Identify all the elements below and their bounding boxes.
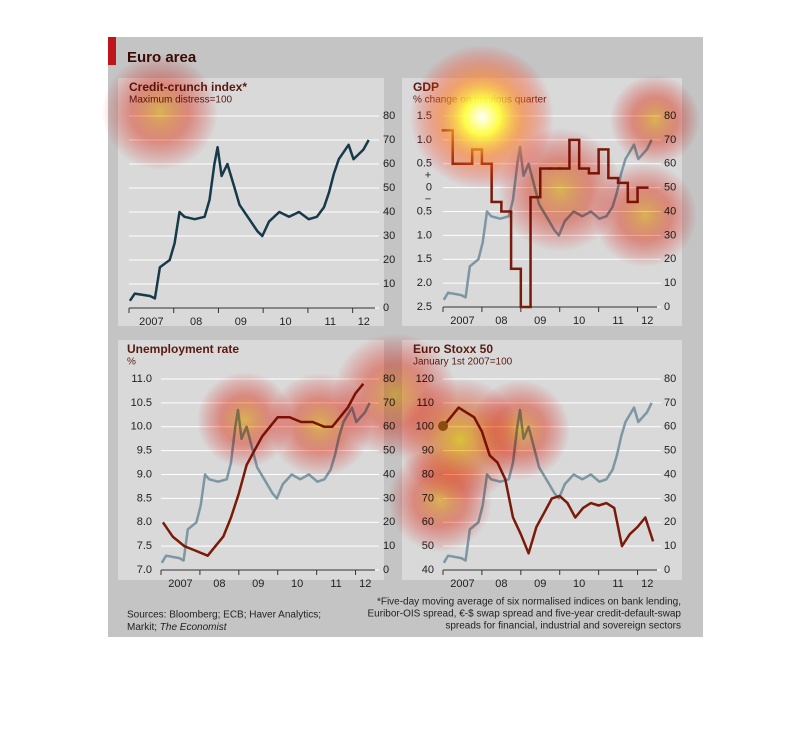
- x-tick-label: 11: [330, 578, 341, 590]
- y2-tick-label: 10: [383, 540, 395, 552]
- y2-tick-label: 70: [664, 397, 676, 409]
- y2-tick-label: 40: [664, 468, 676, 480]
- y2-tick-label: 50: [664, 445, 676, 457]
- x-tick-label: 09: [534, 315, 546, 327]
- line: [128, 139, 370, 302]
- y-tick-label: 80: [383, 110, 395, 122]
- y-tick-label: 1.0: [417, 229, 432, 241]
- y-tick-label: 7.5: [137, 540, 152, 552]
- chart-subtitle: %: [127, 357, 136, 368]
- y-tick-label: 1.5: [417, 253, 432, 265]
- red-tab: [108, 37, 116, 65]
- heatmap-blob: [610, 75, 700, 165]
- y-tick-label: 40: [383, 206, 395, 218]
- heatmap-blob: [102, 54, 218, 170]
- x-tick-label: 2007: [450, 578, 474, 590]
- x-tick-label: 12: [359, 578, 371, 590]
- x-tick-label: 11: [612, 578, 623, 590]
- y-tick-label: 20: [383, 254, 395, 266]
- heatmap-blob: [197, 372, 293, 468]
- x-tick-label: 08: [495, 315, 507, 327]
- x-tick-label: 08: [495, 578, 507, 590]
- footnote: spreads for financial, industrial and so…: [445, 621, 681, 632]
- y-tick-label: 7.0: [137, 564, 152, 576]
- sources-italic: The Economist: [160, 622, 228, 633]
- x-tick-label: 11: [612, 315, 623, 327]
- chart-subtitle: January 1st 2007=100: [413, 357, 513, 368]
- x-tick-label: 10: [279, 316, 291, 328]
- heatmap-blob: [398, 378, 522, 502]
- x-tick-label: 09: [252, 578, 264, 590]
- sources: Markit; The Economist: [127, 622, 228, 633]
- x-tick-label: 12: [641, 315, 653, 327]
- y-tick-label: 40: [422, 564, 434, 576]
- y-tick-label: 2.0: [417, 277, 432, 289]
- heatmap-blob: [268, 373, 372, 477]
- chart-title: Unemployment rate: [127, 342, 239, 356]
- annotation: +: [425, 170, 431, 182]
- x-tick-label: 08: [213, 578, 225, 590]
- heatmap-blob: [593, 163, 697, 267]
- heatmap-blob: [410, 45, 554, 189]
- x-tick-label: 2007: [168, 578, 192, 590]
- y-tick-label: 11.0: [131, 373, 152, 385]
- y-tick-label: 60: [383, 158, 395, 170]
- y-tick-label: 10.5: [131, 397, 152, 409]
- y-tick-label: 70: [383, 134, 395, 146]
- y-tick-label: 9.0: [137, 468, 152, 480]
- y-tick-label: 0.5: [417, 205, 432, 217]
- annotation: −: [425, 194, 431, 206]
- x-tick-label: 09: [235, 316, 247, 328]
- y2-tick-label: 80: [664, 373, 676, 385]
- y-tick-label: 0: [426, 182, 432, 194]
- y2-tick-label: 10: [664, 540, 676, 552]
- heatmap: [410, 45, 554, 431]
- y-tick-label: 10.0: [131, 421, 152, 433]
- y2-tick-label: 0: [664, 564, 670, 576]
- x-tick-label: 2007: [139, 316, 163, 328]
- footnote: Euribor-OIS spread, €-$ swap spread and …: [368, 609, 682, 620]
- y-tick-label: 2.5: [417, 301, 432, 313]
- x-tick-label: 10: [291, 578, 303, 590]
- y2-tick-label: 20: [664, 516, 676, 528]
- x-tick-label: 11: [325, 316, 336, 328]
- y2-tick-label: 60: [664, 421, 676, 433]
- x-tick-label: 09: [534, 578, 546, 590]
- x-tick-label: 10: [573, 578, 585, 590]
- sources: Sources: Bloomberg; ECB; Haver Analytics…: [127, 610, 321, 621]
- x-tick-label: 08: [190, 316, 202, 328]
- y2-tick-label: 30: [664, 492, 676, 504]
- x-tick-label: 10: [573, 315, 585, 327]
- y2-tick-label: 40: [383, 468, 395, 480]
- x-tick-label: 12: [641, 578, 653, 590]
- y-tick-label: 8.5: [137, 492, 152, 504]
- sources: Markit;: [127, 622, 157, 633]
- x-tick-label: 2007: [450, 315, 474, 327]
- y-tick-label: 8.0: [137, 516, 152, 528]
- footnote: *Five-day moving average of six normalis…: [377, 597, 681, 608]
- y-tick-label: 30: [383, 230, 395, 242]
- y2-tick-label: 0: [383, 564, 389, 576]
- y-tick-label: 50: [383, 182, 395, 194]
- y-tick-label: 9.5: [137, 445, 152, 457]
- y-tick-label: 0: [383, 302, 389, 314]
- fixation-dot: [438, 421, 448, 431]
- x-tick-label: 12: [358, 316, 370, 328]
- y-tick-label: 10: [383, 278, 395, 290]
- y2-tick-label: 0: [664, 301, 670, 313]
- y2-tick-label: 10: [664, 277, 676, 289]
